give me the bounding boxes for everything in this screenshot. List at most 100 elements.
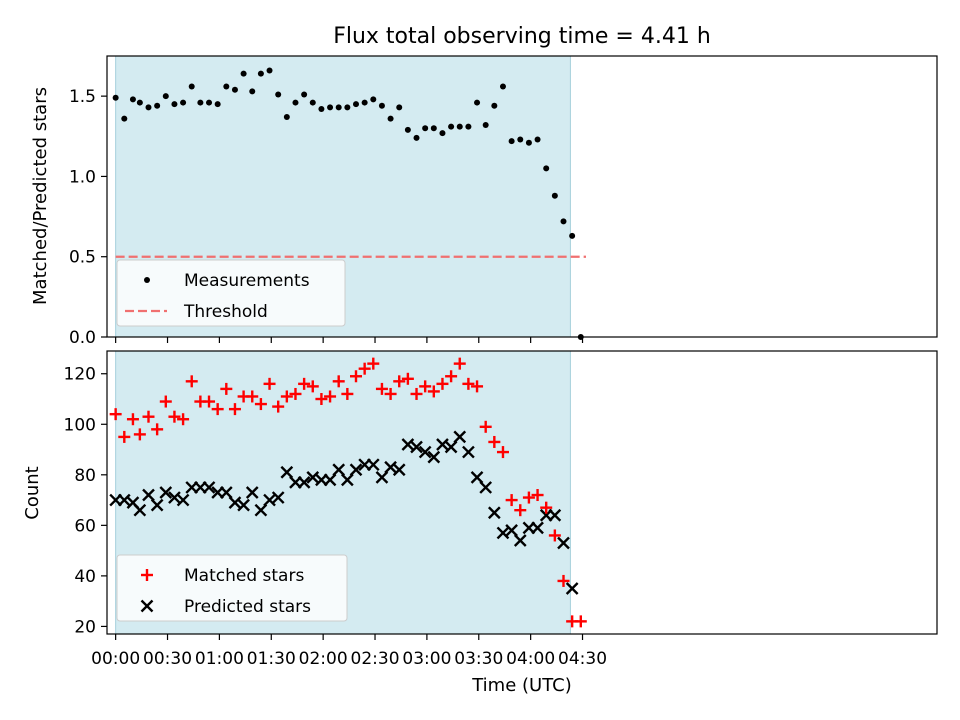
predicted-star-point-b: [462, 445, 475, 459]
measurement-point: [309, 99, 316, 106]
matched-star-point: [350, 370, 362, 383]
predicted-star-point: [410, 440, 423, 454]
measurement-point: [180, 99, 187, 106]
top-legend: Measurements Threshold: [116, 259, 346, 327]
matched-star-point: [367, 357, 380, 370]
measurement-point: [145, 104, 152, 111]
measurement-point: [206, 99, 213, 106]
measurement-point: [162, 93, 169, 100]
predicted-star-point: [237, 498, 250, 512]
measurement-point: [344, 104, 351, 111]
predicted-star-point: [117, 493, 131, 507]
measurement-point: [378, 102, 385, 109]
measurement-point: [197, 99, 204, 106]
predicted-star-point-b: [142, 488, 155, 502]
predicted-star-point-b: [513, 534, 527, 547]
predicted-star-point: [392, 463, 406, 477]
measurement-point: [292, 99, 299, 106]
predicted-star-point: [496, 526, 510, 540]
predicted-star-point: [427, 450, 441, 464]
measurement-point: [517, 136, 524, 143]
predicted-star-point: [150, 498, 164, 512]
measurement-point: [491, 102, 498, 109]
measurement-point: [361, 99, 368, 106]
measurement-point: [569, 232, 576, 239]
measurement-point: [231, 86, 238, 93]
predicted-star-point: [271, 491, 285, 504]
matched-star-point: [185, 375, 198, 388]
predicted-star-point-b: [366, 458, 380, 472]
top-y-tick-label: 0.0: [69, 328, 96, 348]
top-axes-frame: [106, 55, 938, 338]
measurement-point: [188, 83, 195, 90]
predicted-star-point-b: [410, 440, 423, 454]
measurement-point: [560, 218, 567, 225]
bottom-legend-box: [116, 554, 348, 622]
measurement-point: [171, 101, 178, 108]
measurement-point: [456, 123, 463, 130]
measurement-point: [499, 83, 506, 90]
predicted-star-point: [349, 463, 363, 477]
measurement-point: [318, 105, 325, 112]
x-tick-label: 03:00: [402, 649, 451, 669]
matched-star-point: [557, 574, 570, 587]
measurement-point: [223, 83, 230, 90]
measurement-point: [283, 114, 290, 121]
matched-star-point: [384, 387, 397, 400]
matched-star-point: [410, 387, 423, 400]
predicted-star-point: [332, 463, 346, 477]
predicted-star-point-b: [323, 473, 337, 487]
predicted-star-point: [245, 486, 259, 499]
predicted-star-point-b: [159, 486, 173, 499]
x-tick-label: 00:00: [91, 649, 140, 669]
predicted-star-point-b: [219, 486, 233, 499]
matched-star-point: [419, 380, 432, 393]
predicted-star-point: [263, 493, 276, 507]
matched-star-point: [427, 385, 440, 398]
predicted-star-point-b: [332, 463, 346, 477]
x-axis-label: Time (UTC): [471, 675, 572, 696]
matched-star-point: [574, 615, 587, 628]
top-legend-marker-measurements: [144, 277, 150, 283]
predicted-star-point: [366, 458, 380, 472]
matched-star-point: [133, 428, 146, 441]
predicted-star-point-b: [505, 524, 518, 537]
measurement-point: [154, 102, 161, 109]
x-tick-label: 04:00: [506, 649, 555, 669]
matched-star-point: [462, 377, 475, 390]
predicted-star-point: [280, 465, 294, 479]
predicted-star-point: [436, 438, 449, 451]
x-tick-label: 02:30: [351, 649, 400, 669]
predicted-star-point-b: [245, 486, 259, 499]
matched-star-point: [453, 357, 466, 370]
measurement-point: [430, 125, 437, 132]
measurement-point: [534, 136, 541, 143]
predicted-star-point-b: [401, 438, 415, 451]
measurement-point: [353, 101, 359, 108]
measurement-point: [327, 104, 334, 111]
bottom-legend-marker-predicted: [140, 599, 154, 613]
predicted-star-point: [418, 445, 432, 459]
matched-star-point: [479, 420, 492, 433]
x-tick-label: 02:00: [299, 649, 348, 669]
predicted-star-point: [202, 481, 216, 494]
top-legend-label: Threshold: [183, 302, 268, 322]
measurement-point: [249, 88, 256, 95]
predicted-star-point-b: [565, 582, 579, 595]
predicted-star-point-b: [133, 503, 147, 517]
predicted-star-point: [297, 476, 311, 489]
top-y-axis-label: Matched/Predicted stars: [30, 87, 51, 305]
measurement-point: [482, 122, 489, 129]
bottom-axes-frame: [106, 350, 938, 635]
x-tick-label: 01:30: [247, 649, 296, 669]
matched-star-point: [315, 393, 328, 406]
matched-star-point: [496, 446, 509, 459]
predicted-star-point: [453, 430, 467, 444]
predicted-star-point: [168, 491, 181, 504]
matched-star-point: [332, 375, 345, 388]
x-tick-label: 01:00: [195, 649, 244, 669]
matched-star-point: [324, 390, 337, 403]
predicted-star-point-b: [470, 470, 484, 484]
predicted-star-point-b: [237, 498, 250, 512]
